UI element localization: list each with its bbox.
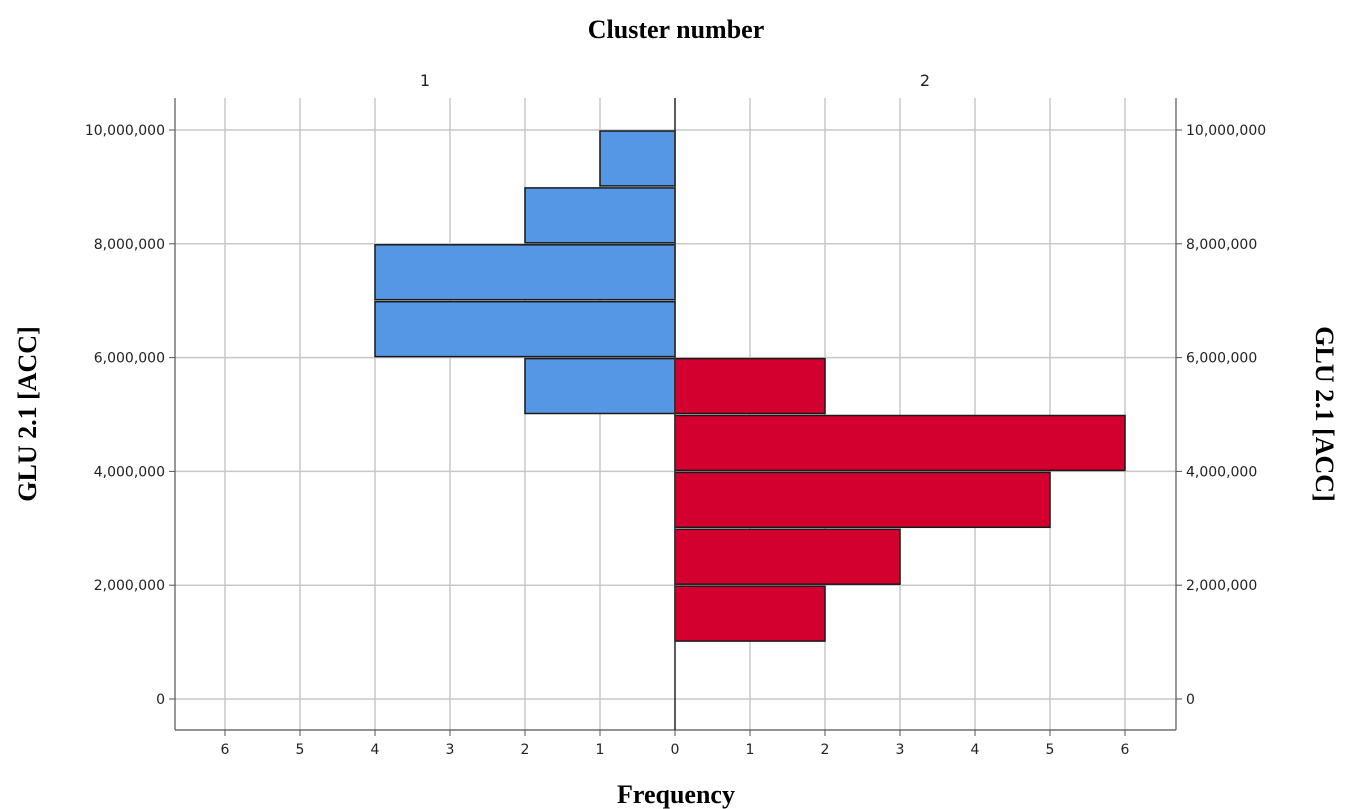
x-tick-label-left-3: 3	[446, 742, 455, 758]
x-axis-label: Frequency	[617, 780, 735, 809]
y-tick-label-right-5: 10,000,000	[1186, 123, 1266, 139]
bar-cluster-2-4	[674, 357, 826, 415]
bar-cluster-1-3	[524, 187, 676, 244]
bars	[374, 130, 1126, 642]
y-tick-label-left-5: 10,000,000	[85, 123, 165, 139]
x-tick-label-right-5: 5	[1046, 742, 1055, 758]
bar-cluster-2-1	[674, 528, 901, 585]
x-tick-label-right-0: 0	[671, 742, 680, 758]
x-tick-label-left-4: 4	[371, 742, 380, 758]
y-tick-label-right-4: 8,000,000	[1186, 237, 1257, 253]
bar-cluster-1-0	[524, 357, 676, 415]
y-tick-label-left-4: 8,000,000	[94, 237, 165, 253]
panel-label-cluster-2: 2	[920, 71, 930, 90]
y-tick-label-left-1: 2,000,000	[94, 578, 165, 594]
bar-cluster-1-2	[374, 244, 676, 301]
bar-cluster-2-2	[674, 471, 1051, 529]
x-tick-label-right-2: 2	[821, 742, 830, 758]
bar-cluster-1-1	[374, 300, 676, 358]
bar-cluster-1-4	[599, 130, 676, 187]
y-axis-right: 0 2,000,000 4,000,000 6,000,000 8,000,000 10,…	[1176, 123, 1266, 708]
x-tick-label-left-6: 6	[221, 742, 230, 758]
x-tick-label-right-3: 3	[896, 742, 905, 758]
x-tick-label-left-2: 2	[521, 742, 530, 758]
y-tick-label-right-3: 6,000,000	[1186, 351, 1257, 367]
plot-frame	[174, 98, 1177, 731]
y-axis-label-left: GLU 2.1 [ACC]	[13, 326, 42, 502]
y-tick-label-left-3: 6,000,000	[94, 351, 165, 367]
x-tick-label-right-4: 4	[971, 742, 980, 758]
x-tick-label-left-1: 1	[596, 742, 605, 758]
bar-cluster-2-3	[674, 414, 1126, 472]
x-tick-label-right-1: 1	[746, 742, 755, 758]
y-tick-label-right-1: 2,000,000	[1186, 578, 1257, 594]
x-tick-label-left-5: 5	[296, 742, 305, 758]
y-axis-label-right: GLU 2.1 [ACC]	[1310, 326, 1339, 502]
x-tick-label-right-6: 6	[1121, 742, 1130, 758]
y-axis-left: 0 2,000,000 4,000,000 6,000,000 8,000,000 10,…	[85, 123, 175, 708]
y-tick-label-left-2: 4,000,000	[94, 464, 165, 480]
x-axis: 6 5 4 3 2 1 0 1 2 3 4 5 6	[221, 730, 1130, 758]
y-tick-label-right-0: 0	[1186, 692, 1195, 708]
chart-title: Cluster number	[588, 15, 764, 44]
panel-label-cluster-1: 1	[420, 71, 430, 90]
bar-cluster-2-0	[674, 585, 826, 642]
y-tick-label-right-2: 4,000,000	[1186, 464, 1257, 480]
y-tick-label-left-0: 0	[156, 692, 165, 708]
